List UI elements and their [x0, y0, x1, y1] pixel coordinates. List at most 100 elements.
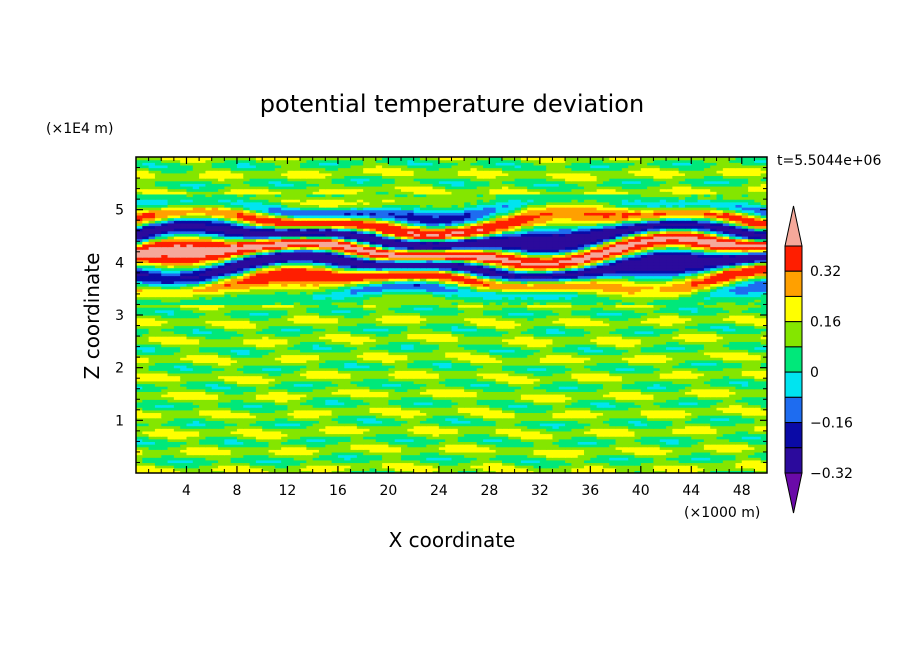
- field-cell: [602, 409, 610, 414]
- field-cell: [596, 457, 604, 461]
- field-cell: [659, 391, 667, 395]
- field-cell: [735, 417, 743, 421]
- field-cell: [451, 470, 459, 473]
- field-cell: [514, 383, 522, 387]
- field-cell: [331, 388, 339, 392]
- field-cell: [243, 451, 251, 456]
- field-cell: [306, 396, 314, 400]
- field-cell: [457, 425, 465, 429]
- field-cell: [552, 422, 560, 427]
- field-cell: [735, 449, 743, 453]
- field-cell: [426, 399, 434, 403]
- field-cell: [224, 396, 232, 400]
- field-cell: [255, 396, 263, 400]
- field-cell: [300, 404, 307, 408]
- field-cell: [659, 457, 667, 461]
- field-cell: [609, 422, 617, 427]
- field-cell: [281, 430, 289, 435]
- field-cell: [293, 433, 301, 437]
- field-cell: [558, 388, 566, 392]
- field-cell: [148, 394, 156, 398]
- field-cell: [388, 412, 396, 416]
- field-cell: [413, 433, 421, 437]
- field-cell: [180, 399, 188, 403]
- field-cell: [167, 420, 175, 424]
- field-cell: [565, 433, 572, 437]
- field-cell: [154, 451, 162, 456]
- field-cell: [249, 407, 257, 411]
- field-cell: [388, 436, 396, 440]
- field-cell: [666, 444, 673, 448]
- field-cell: [407, 391, 415, 395]
- field-cell: [584, 401, 591, 406]
- field-cell: [666, 394, 673, 398]
- field-cell: [697, 465, 705, 469]
- field-cell: [388, 415, 396, 419]
- field-cell: [552, 436, 560, 440]
- field-cell: [192, 396, 200, 400]
- field-cell: [741, 412, 749, 416]
- field-cell: [154, 438, 162, 442]
- field-cell: [457, 438, 465, 442]
- field-cell: [672, 428, 680, 432]
- field-cell: [331, 428, 339, 432]
- field-cell: [363, 388, 371, 392]
- field-cell: [356, 396, 364, 400]
- field-cell: [255, 449, 263, 453]
- field-cell: [167, 459, 175, 464]
- field-cell: [154, 457, 162, 461]
- field-cell: [224, 386, 232, 390]
- field-cell: [167, 470, 175, 473]
- field-cell: [577, 383, 585, 387]
- field-cell: [293, 467, 301, 471]
- field-cell: [426, 422, 434, 427]
- field-cell: [653, 396, 661, 400]
- field-cell: [609, 433, 617, 437]
- field-cell: [596, 470, 604, 473]
- field-cell: [224, 454, 232, 458]
- field-cell: [470, 420, 478, 424]
- field-cell: [388, 422, 396, 427]
- field-cell: [729, 459, 737, 464]
- field-cell: [337, 451, 345, 456]
- field-cell: [558, 428, 566, 432]
- field-cell: [451, 449, 459, 453]
- field-cell: [640, 425, 648, 429]
- field-cell: [741, 433, 749, 437]
- field-cell: [666, 462, 673, 466]
- field-cell: [218, 383, 225, 387]
- field-cell: [407, 465, 415, 469]
- field-cell: [609, 428, 617, 432]
- field-cell: [476, 467, 484, 471]
- field-cell: [596, 386, 604, 390]
- field-cell: [293, 407, 301, 411]
- field-cell: [293, 391, 301, 395]
- field-cell: [255, 401, 263, 406]
- field-cell: [760, 391, 767, 395]
- field-cell: [527, 407, 535, 411]
- field-cell: [255, 438, 263, 442]
- field-cell: [350, 383, 358, 387]
- field-cell: [577, 451, 585, 456]
- field-cell: [539, 446, 547, 450]
- field-cell: [382, 428, 389, 432]
- field-cell: [249, 394, 257, 398]
- field-cell: [628, 467, 636, 471]
- field-cell: [281, 454, 289, 458]
- field-cell: [722, 404, 730, 408]
- field-cell: [382, 438, 389, 442]
- field-cell: [199, 428, 207, 432]
- field-cell: [621, 428, 629, 432]
- field-cell: [546, 388, 554, 392]
- field-cell: [760, 409, 767, 414]
- field-cell: [438, 388, 446, 392]
- field-cell: [653, 399, 661, 403]
- field-cell: [369, 457, 377, 461]
- field-cell: [640, 391, 648, 395]
- field-cell: [615, 417, 623, 421]
- field-cell: [426, 454, 434, 458]
- field-cell: [533, 401, 541, 406]
- field-cell: [445, 459, 453, 464]
- field-cell: [211, 420, 219, 424]
- field-cell: [703, 422, 711, 427]
